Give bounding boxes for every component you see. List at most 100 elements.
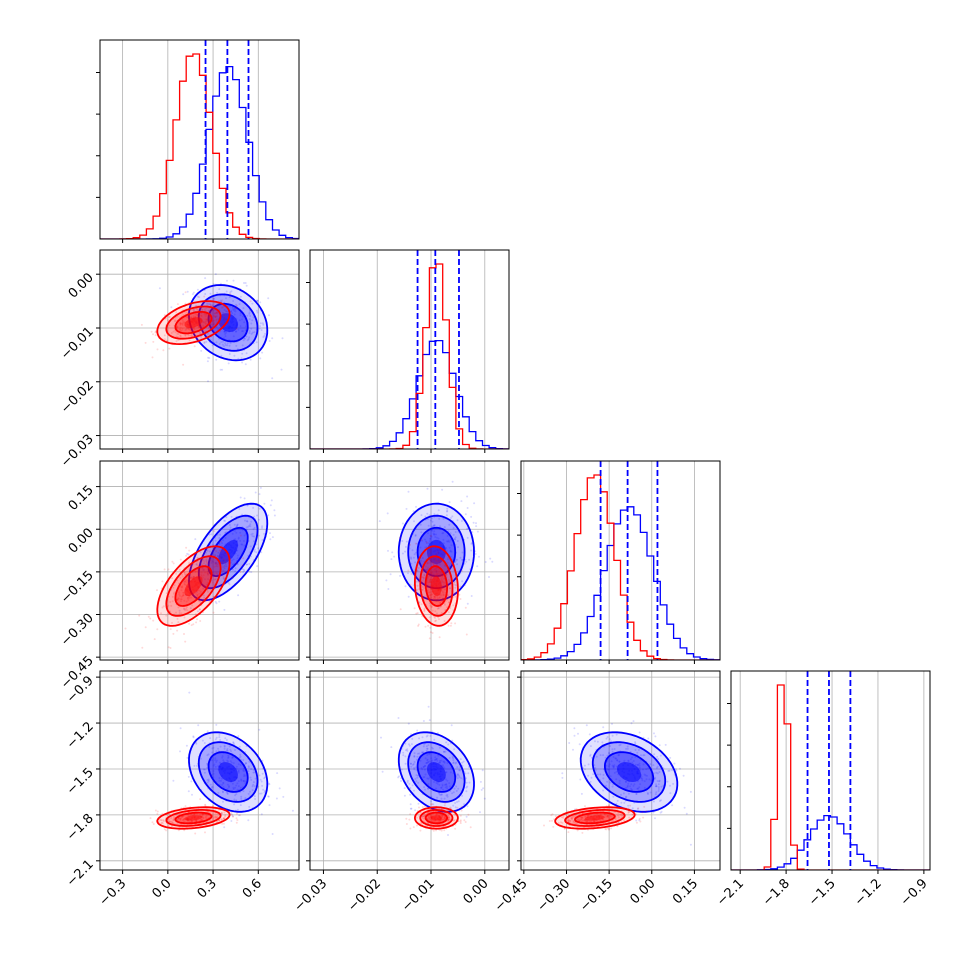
- sample-point: [212, 320, 215, 323]
- sample-point: [435, 572, 438, 575]
- sample-point: [618, 782, 621, 785]
- sample-point: [209, 819, 212, 822]
- sample-point: [415, 816, 418, 819]
- sample-point: [172, 562, 175, 565]
- sample-point: [399, 536, 401, 539]
- y-tick-label: −0.01: [58, 324, 97, 363]
- sample-point: [179, 817, 182, 820]
- sample-point: [409, 543, 412, 546]
- sample-point: [213, 319, 216, 322]
- sample-point: [248, 524, 251, 527]
- sample-point: [414, 766, 417, 769]
- sample-point: [402, 754, 405, 757]
- sample-point: [232, 279, 235, 282]
- sample-point: [419, 829, 422, 832]
- sample-point: [213, 548, 216, 551]
- sample-point: [452, 819, 455, 822]
- sample-point: [185, 600, 188, 603]
- sample-point: [237, 536, 240, 539]
- sample-point: [219, 739, 222, 741]
- sample-point: [658, 780, 661, 783]
- sample-point: [431, 517, 433, 520]
- sample-point: [163, 338, 166, 341]
- sample-point: [202, 594, 205, 597]
- sample-point: [587, 814, 590, 817]
- sample-point: [232, 308, 235, 311]
- sample-point: [430, 757, 433, 760]
- sample-point: [239, 295, 242, 298]
- sample-point: [570, 817, 573, 820]
- sample-point: [244, 762, 247, 765]
- sample-point: [269, 532, 271, 535]
- sample-point: [570, 817, 573, 820]
- sample-point: [455, 789, 458, 792]
- sample-point: [222, 345, 225, 348]
- sample-point: [244, 337, 246, 340]
- sample-point: [235, 344, 238, 347]
- sample-point: [460, 520, 463, 522]
- sample-point: [248, 336, 251, 339]
- sample-point: [446, 779, 449, 782]
- sample-point: [249, 300, 252, 303]
- sample-point: [194, 313, 197, 316]
- sample-point: [211, 323, 214, 326]
- sample-point: [427, 524, 430, 527]
- sample-point: [642, 768, 644, 771]
- sample-point: [262, 788, 265, 791]
- sample-point: [436, 796, 439, 799]
- sample-point: [181, 324, 184, 326]
- sample-point: [246, 339, 249, 342]
- sample-point: [163, 314, 166, 317]
- sample-point: [232, 786, 235, 789]
- sample-point: [669, 784, 671, 787]
- sample-point: [188, 339, 191, 342]
- sample-point: [206, 360, 209, 363]
- sample-point: [244, 774, 247, 777]
- sample-point: [445, 783, 448, 786]
- sample-point: [180, 586, 183, 589]
- sample-point: [231, 756, 234, 759]
- sample-point: [443, 577, 445, 580]
- sample-point: [234, 330, 237, 333]
- sample-point: [657, 788, 660, 790]
- sample-point: [464, 606, 467, 609]
- sample-point: [213, 312, 216, 315]
- sample-point: [200, 571, 203, 574]
- sample-point: [204, 315, 207, 318]
- sample-point: [240, 357, 243, 360]
- sample-point: [276, 772, 279, 775]
- sample-point: [223, 811, 226, 814]
- sample-point: [627, 782, 630, 785]
- sample-point: [589, 753, 592, 756]
- sample-point: [409, 827, 412, 830]
- sample-point: [403, 794, 406, 797]
- sample-point: [223, 744, 226, 747]
- sample-point: [429, 578, 432, 581]
- sample-point: [456, 777, 459, 780]
- sample-point: [669, 792, 672, 795]
- sample-point: [419, 759, 422, 762]
- sample-point: [465, 528, 468, 530]
- sample-point: [212, 770, 215, 772]
- sample-point: [215, 318, 218, 321]
- sample-point: [253, 515, 256, 518]
- sample-point: [196, 595, 199, 598]
- sample-point: [657, 758, 660, 760]
- sample-point: [241, 513, 244, 516]
- sample-point: [414, 778, 417, 780]
- sample-point: [233, 803, 236, 806]
- sample-point: [232, 741, 235, 744]
- sample-point: [211, 581, 214, 584]
- sample-point: [426, 581, 429, 584]
- sample-point: [422, 766, 425, 768]
- sample-point: [198, 309, 201, 312]
- sample-point: [443, 750, 446, 753]
- sample-point: [576, 818, 579, 821]
- sample-point: [446, 509, 449, 512]
- sample-point: [479, 811, 481, 814]
- sample-point: [453, 583, 456, 586]
- sample-point: [572, 820, 575, 823]
- panel-frame: [520, 670, 721, 871]
- sample-point: [629, 785, 631, 788]
- sample-point: [489, 557, 492, 560]
